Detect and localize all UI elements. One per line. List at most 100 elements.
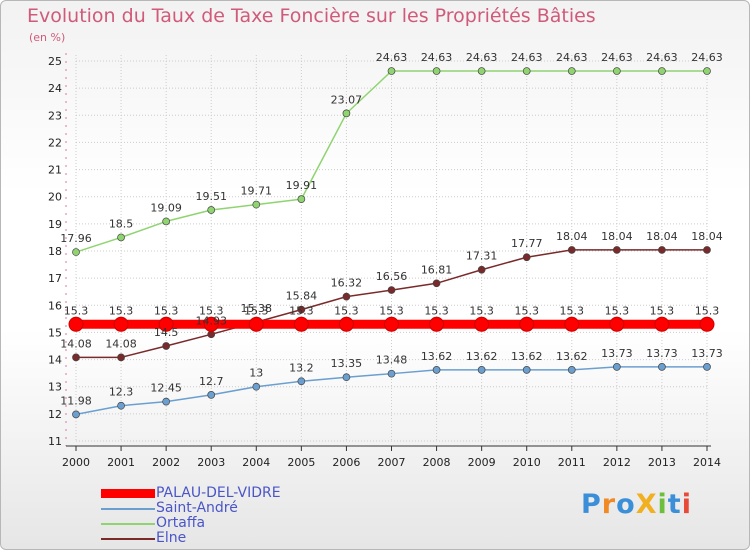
y-tick-label: 12	[48, 408, 62, 421]
data-point	[613, 246, 621, 254]
legend-label: Elne	[156, 530, 187, 546]
data-label: 24.63	[511, 51, 543, 64]
chart-title: Evolution du Taux de Taxe Foncière sur l…	[27, 5, 596, 27]
data-label: 14.08	[105, 337, 137, 350]
data-label: 17.96	[60, 232, 92, 245]
data-point	[252, 382, 261, 391]
data-label: 16.56	[376, 270, 408, 283]
data-label: 12.3	[109, 386, 134, 399]
legend-item: Saint-André	[101, 501, 281, 516]
data-label: 19.71	[241, 185, 273, 198]
series-line-2	[75, 70, 707, 253]
data-label: 24.63	[601, 51, 633, 64]
data-label: 11.98	[60, 394, 92, 407]
data-point	[113, 316, 129, 332]
data-label: 18.04	[646, 230, 678, 243]
y-tick-label: 17	[48, 272, 62, 285]
data-point	[117, 401, 125, 410]
data-label: 15.38	[241, 302, 273, 315]
data-point	[432, 67, 441, 75]
data-point	[477, 265, 486, 274]
data-label: 13.35	[331, 357, 363, 370]
y-tick-label: 22	[48, 136, 62, 149]
data-label: 15.3	[244, 304, 269, 317]
data-point	[162, 217, 170, 226]
data-point	[522, 366, 531, 374]
x-tick-label: 2002	[152, 456, 180, 469]
y-tick-label: 16	[48, 299, 62, 312]
unit-label: (en %)	[29, 31, 66, 44]
data-label: 14.5	[154, 326, 179, 339]
data-point	[72, 353, 80, 362]
y-tick-label: 15	[48, 326, 62, 339]
data-label: 24.63	[376, 51, 408, 64]
legend-swatch	[101, 507, 155, 510]
data-point	[658, 246, 666, 254]
data-label: 15.84	[286, 290, 318, 303]
x-tick-label: 2001	[107, 456, 135, 469]
x-tick-label: 2008	[423, 456, 451, 469]
data-point	[162, 397, 170, 406]
legend-item: Ortaffa	[101, 516, 281, 531]
data-point	[658, 363, 666, 371]
x-tick-label: 2006	[332, 456, 360, 469]
data-label: 19.51	[195, 190, 227, 203]
data-label: 16.32	[331, 277, 363, 290]
data-label: 15.3	[334, 304, 359, 317]
data-label: 15.3	[469, 304, 494, 317]
data-point	[658, 67, 666, 75]
data-point	[338, 316, 354, 332]
data-point	[522, 253, 531, 262]
data-point	[68, 316, 84, 332]
y-tick-label: 21	[48, 164, 62, 177]
y-tick-label: 19	[48, 218, 62, 231]
data-point	[117, 233, 125, 242]
x-tick-label: 2000	[62, 456, 90, 469]
data-point	[72, 410, 80, 419]
x-tick-label: 2010	[513, 456, 541, 469]
x-tick-label: 2013	[648, 456, 676, 469]
legend: PALAU-DEL-VIDRE Saint-André Ortaffa Elne	[101, 486, 281, 546]
data-point	[703, 363, 711, 371]
data-label: 24.63	[466, 51, 498, 64]
data-point	[297, 377, 306, 386]
data-point	[519, 316, 535, 332]
data-label: 15.3	[289, 304, 314, 317]
data-point	[342, 292, 351, 301]
x-tick-label: 2014	[693, 456, 721, 469]
data-label: 15.3	[650, 304, 675, 317]
data-point	[252, 200, 261, 209]
y-tick-label: 23	[48, 109, 62, 122]
data-label: 15.3	[605, 304, 630, 317]
data-point	[293, 316, 309, 332]
x-tick-label: 2012	[603, 456, 631, 469]
data-point	[72, 248, 80, 256]
data-label: 12.45	[150, 382, 182, 395]
data-label: 18.5	[109, 217, 134, 230]
data-point	[387, 286, 396, 294]
data-point	[654, 316, 670, 332]
data-point	[567, 366, 576, 374]
data-point	[342, 109, 351, 118]
data-label: 24.63	[556, 51, 588, 64]
data-label: 13.73	[601, 347, 633, 360]
data-point	[474, 316, 490, 332]
x-tick-label: 2009	[468, 456, 496, 469]
data-label: 24.63	[691, 51, 723, 64]
y-tick-label: 20	[48, 191, 62, 204]
x-tick-label: 2005	[287, 456, 315, 469]
data-point	[297, 305, 306, 314]
data-point	[207, 330, 216, 339]
data-point	[567, 67, 576, 75]
y-tick-label: 13	[48, 381, 62, 394]
data-label: 15.3	[424, 304, 449, 317]
x-tick-label: 2003	[197, 456, 225, 469]
data-label: 19.91	[286, 179, 318, 192]
data-point	[158, 316, 174, 332]
data-point	[429, 316, 445, 332]
data-point	[613, 363, 621, 371]
data-label: 15.3	[64, 304, 89, 317]
data-point	[477, 366, 486, 374]
data-point	[432, 279, 441, 288]
